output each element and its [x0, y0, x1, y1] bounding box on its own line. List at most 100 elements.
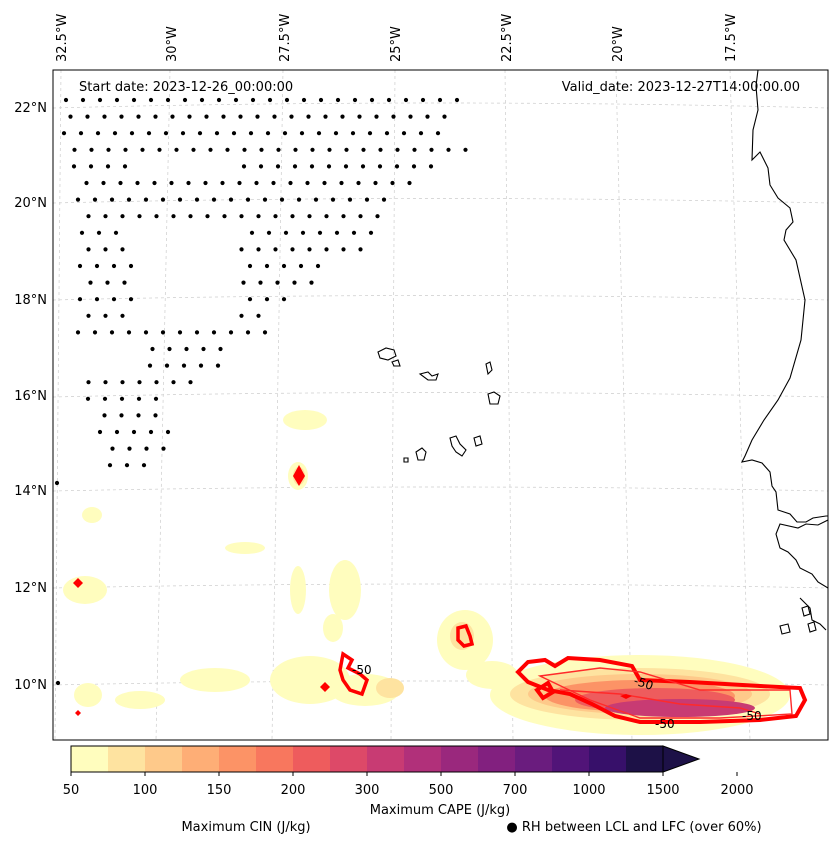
cape-patch	[329, 560, 361, 620]
rh-dot	[271, 180, 276, 186]
africa-coastline	[741, 70, 828, 523]
rh-dot	[231, 131, 237, 136]
rh-dot	[143, 330, 149, 335]
rh-dot	[88, 280, 93, 285]
rh-dot	[120, 313, 125, 318]
valid-date-label: Valid_date: 2023-12-27T14:00:00.00	[562, 80, 800, 95]
rh-dot	[273, 247, 278, 252]
rh-dot	[418, 131, 424, 136]
rh-dot	[188, 214, 193, 219]
rh-dot	[326, 164, 332, 169]
rh-dot	[283, 230, 289, 235]
rh-dot	[361, 147, 366, 152]
cin-contour	[534, 680, 556, 701]
rh-dot	[377, 164, 383, 169]
rh-dot	[435, 131, 441, 136]
rh-dot	[169, 180, 174, 186]
rh-dot	[324, 214, 329, 219]
rh-dot	[335, 97, 341, 103]
rh-dot	[211, 197, 217, 202]
cin-contour-layer	[338, 623, 808, 724]
colorbar-segment	[256, 746, 294, 772]
rh-dot	[301, 97, 307, 103]
rh-dot	[375, 214, 380, 219]
rh-dot	[171, 380, 176, 385]
rh-dot	[105, 164, 111, 169]
cin-contour-label: -50	[632, 674, 655, 693]
rh-dot	[356, 180, 361, 186]
rh-dot	[322, 180, 327, 186]
cape-patch	[323, 614, 343, 642]
rh-dot	[245, 197, 251, 202]
colorbar-segment	[441, 746, 479, 772]
rh-dot	[368, 230, 374, 235]
rh-dot	[194, 330, 200, 335]
colorbar-segment	[367, 746, 405, 772]
rh-dot	[296, 197, 302, 202]
rh-dot	[107, 463, 113, 468]
rh-dot	[214, 131, 220, 136]
rh-dot	[113, 230, 119, 235]
rh-dot	[80, 97, 86, 103]
rh-dot	[228, 330, 234, 335]
rh-dot	[394, 164, 400, 169]
rh-dot	[401, 131, 407, 136]
rh-dot	[152, 180, 157, 186]
rh-dot	[262, 330, 268, 335]
rh-dot	[408, 114, 413, 119]
rh-dot	[86, 313, 91, 318]
rh-dot	[204, 114, 209, 119]
rh-dot	[110, 446, 115, 451]
rh-dot	[222, 214, 227, 219]
rh-dot	[258, 280, 263, 285]
rh-dot	[106, 147, 111, 152]
rh-dot	[128, 263, 134, 269]
rh-dot	[258, 164, 264, 169]
rh-dot	[177, 197, 183, 202]
rh-dot	[101, 180, 106, 186]
rh-dot	[247, 297, 253, 302]
lat-label: 14°N	[14, 484, 47, 499]
rh-dot	[103, 380, 108, 385]
rh-dot	[167, 346, 172, 352]
rh-dot	[129, 131, 135, 136]
rh-dot	[114, 429, 120, 435]
lon-label: 20°W	[611, 26, 626, 62]
rh-dot	[86, 380, 91, 385]
colorbar-segment	[515, 746, 553, 772]
rh-dot	[97, 429, 103, 435]
rh-dot	[161, 446, 166, 451]
rh-stipple-dots	[54, 97, 468, 686]
rh-dot	[160, 197, 166, 202]
rh-dot	[180, 131, 186, 136]
colorbar-extend-arrow	[662, 745, 701, 773]
rh-dot	[344, 147, 349, 152]
rh-dot	[54, 480, 60, 486]
rh-dot	[275, 280, 280, 285]
cin-thin-contour-layer	[537, 667, 793, 719]
rh-dot	[358, 247, 363, 252]
cin-contour-label: -50	[742, 709, 762, 723]
rh-dot	[360, 164, 366, 169]
rh-dot	[182, 97, 188, 103]
lat-label: 12°N	[14, 581, 47, 596]
colorbar-tick-label: 150	[207, 783, 232, 798]
cape-verde-island	[403, 457, 409, 463]
rh-dot	[184, 346, 189, 352]
rh-dot	[191, 147, 196, 152]
africa-coastline	[775, 519, 828, 589]
colorbar-segment	[293, 746, 331, 772]
colorbar-segment	[182, 746, 220, 772]
rh-dot	[198, 363, 204, 368]
rh-dot	[187, 114, 192, 119]
lat-label: 22°N	[14, 101, 47, 116]
rh-dot	[165, 429, 171, 435]
rh-dot	[127, 446, 132, 451]
rh-dot	[249, 230, 255, 235]
cape-colorbar	[70, 745, 701, 773]
rh-dot	[63, 97, 69, 103]
rh-dot	[136, 114, 141, 119]
cin-contour-label: -50	[655, 717, 675, 731]
colorbar-segment	[108, 746, 146, 772]
